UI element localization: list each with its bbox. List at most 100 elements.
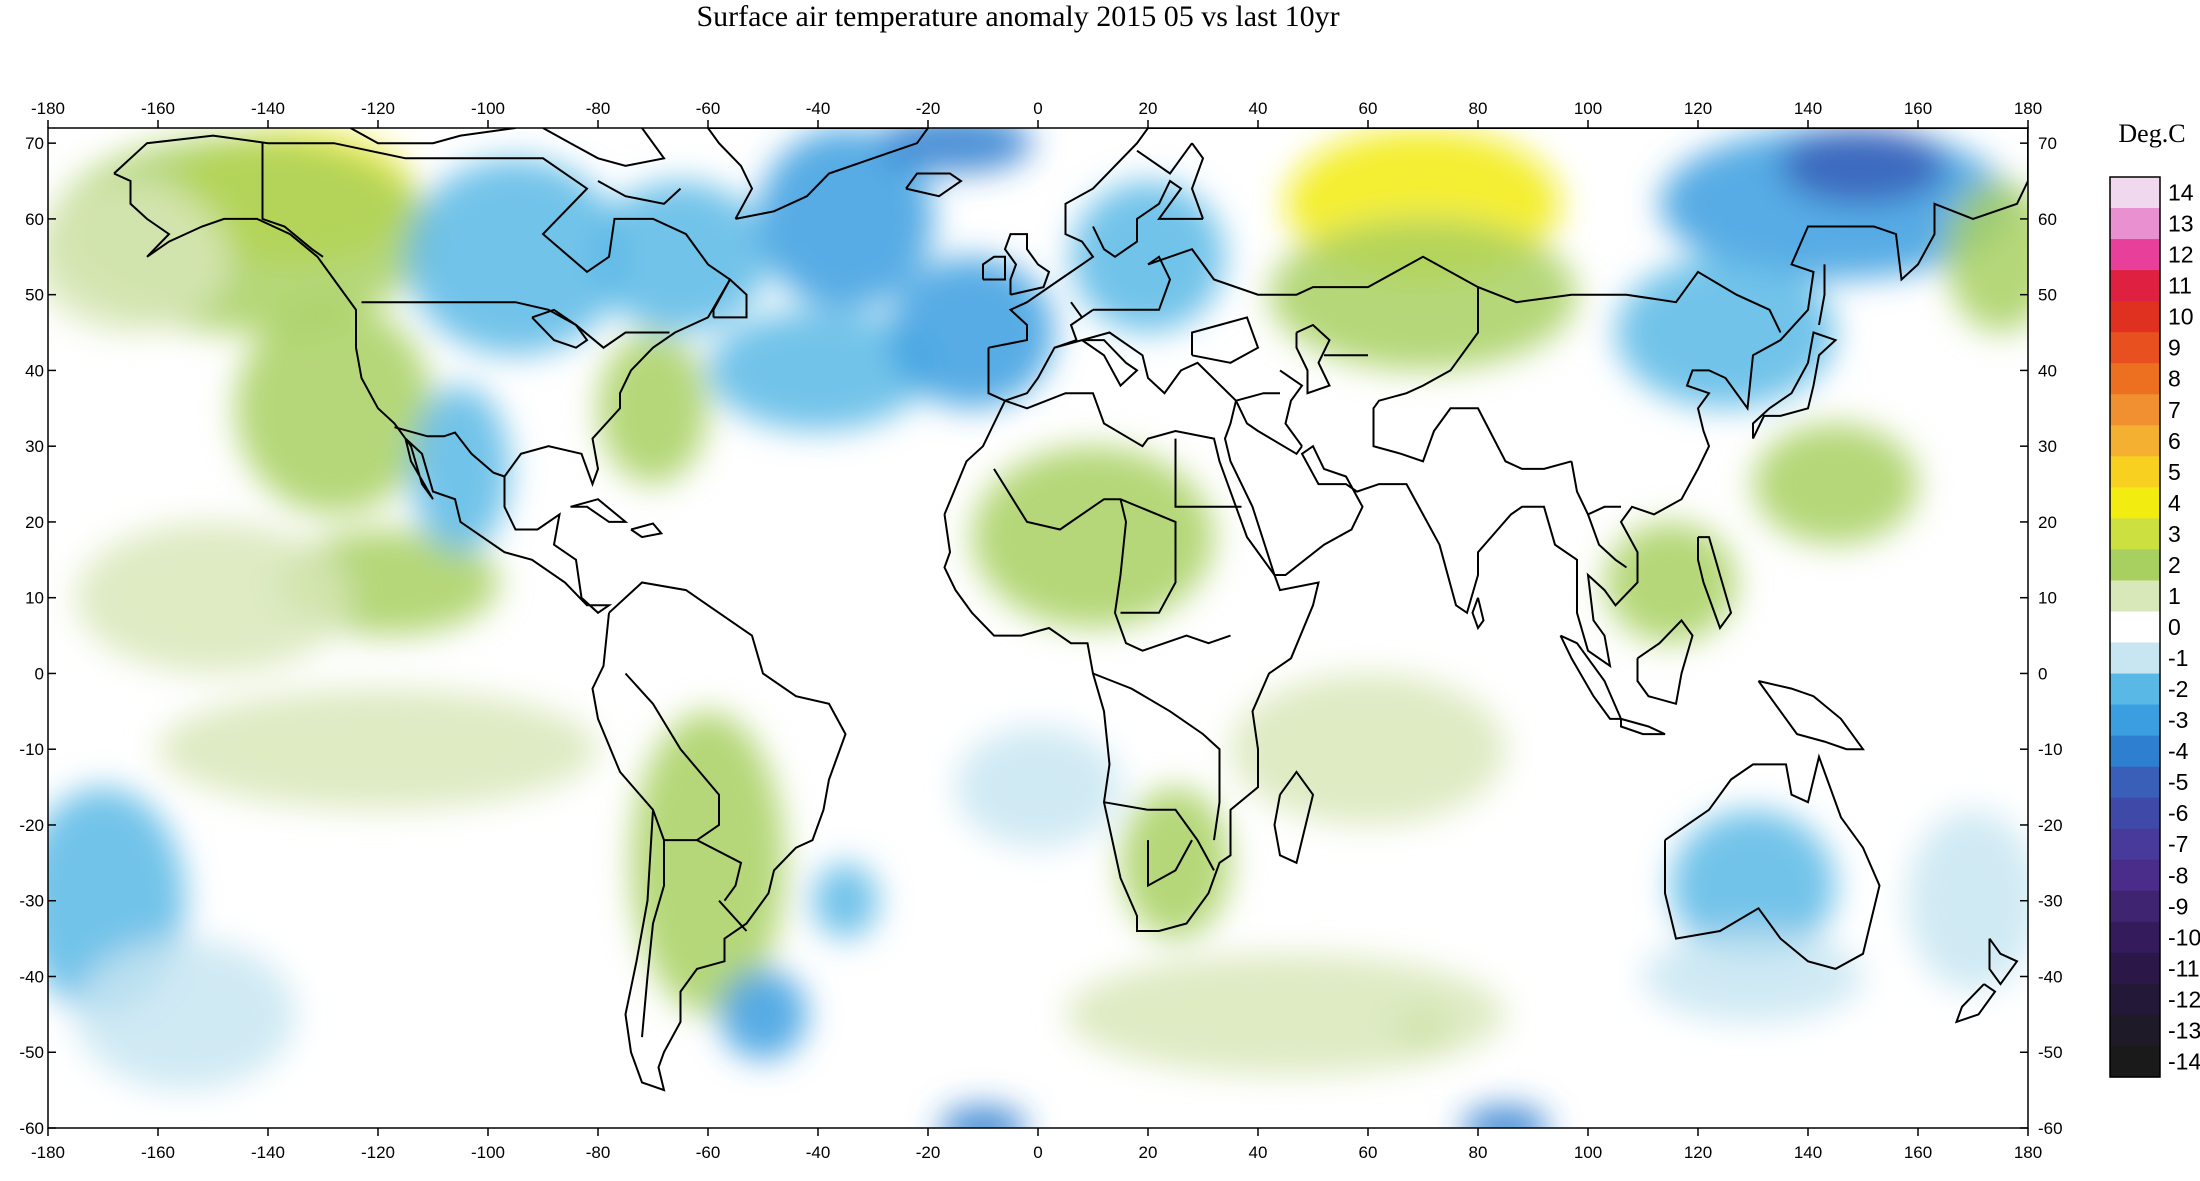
lon-tick-label-top: 40 bbox=[1249, 99, 1268, 118]
lon-tick-label-top: 80 bbox=[1469, 99, 1488, 118]
colorbar-swatch bbox=[2110, 735, 2160, 768]
lon-tick-label-bottom: 100 bbox=[1574, 1143, 1602, 1162]
coastline-segment bbox=[1471, 597, 1485, 631]
coastline-segment bbox=[1103, 801, 1215, 871]
colorbar-unit: Deg.C bbox=[2118, 119, 2185, 148]
lat-tick-label-right: -40 bbox=[2038, 967, 2063, 986]
colorbar-swatch bbox=[2110, 1014, 2160, 1047]
longitude-ticks-top: -180 -160 -140 -120 -100 -80 -60 -40 -20 0 20 40 60 8… bbox=[31, 99, 2042, 128]
anomaly-region bbox=[955, 726, 1121, 848]
coastline-segment bbox=[1147, 839, 1193, 888]
anomaly-region bbox=[75, 938, 296, 1091]
anomaly-field bbox=[48, 128, 2028, 1128]
anomaly-region bbox=[631, 711, 785, 1015]
colorbar-label: -14 bbox=[2168, 1048, 2200, 1074]
colorbar-swatch bbox=[2110, 332, 2160, 364]
coastline-segment bbox=[1235, 400, 1303, 456]
anomaly-region bbox=[1907, 809, 2028, 992]
lat-tick-label-right: 70 bbox=[2038, 134, 2057, 153]
coastline-segment bbox=[1279, 369, 1304, 447]
coastline-segment bbox=[361, 301, 670, 349]
colorbar-label: 4 bbox=[2168, 490, 2181, 516]
colorbar-label: -8 bbox=[2168, 862, 2188, 888]
coastline-segment bbox=[1235, 392, 1280, 402]
lat-tick-label-right: 60 bbox=[2038, 210, 2057, 229]
lat-tick-label-right: -30 bbox=[2038, 892, 2063, 911]
coastline-segment bbox=[1092, 672, 1221, 841]
anomaly-region bbox=[1615, 256, 1836, 409]
colorbar-label: 13 bbox=[2168, 211, 2194, 237]
latitude-ticks-left: 70 60 50 40 30 20 10 0 -10 -20 -30 -40 -50 -60 bbox=[19, 134, 56, 1138]
colorbar-swatch bbox=[2110, 611, 2160, 644]
coastline-segment bbox=[261, 143, 324, 258]
coastline-segment bbox=[982, 255, 1006, 281]
anomaly-region bbox=[972, 446, 1214, 628]
anomaly-region bbox=[1461, 1105, 1550, 1128]
colorbar-label: -13 bbox=[2168, 1017, 2200, 1043]
colorbar-swatch bbox=[2110, 828, 2160, 861]
lat-tick-label-left: -50 bbox=[19, 1043, 44, 1062]
lon-tick-label-bottom: -40 bbox=[806, 1143, 831, 1162]
colorbar-label: 6 bbox=[2168, 428, 2181, 454]
coastline-segment bbox=[1818, 264, 1826, 326]
colorbar-label: 2 bbox=[2168, 552, 2181, 578]
lon-tick-label-top: -140 bbox=[251, 99, 285, 118]
anomaly-region bbox=[1230, 673, 1506, 825]
lon-tick-label-top: -180 bbox=[31, 99, 65, 118]
colorbar-swatch bbox=[2110, 208, 2160, 240]
coastline-segment bbox=[1372, 287, 1572, 470]
anomaly-region bbox=[405, 158, 626, 356]
coastline-segment bbox=[394, 426, 505, 478]
lat-tick-label-left: 60 bbox=[25, 210, 44, 229]
colorbar-swatch bbox=[2110, 797, 2160, 830]
anomaly-region bbox=[1643, 931, 1863, 1022]
colorbar-label: -11 bbox=[2168, 955, 2200, 981]
map-area bbox=[47, 127, 2029, 1129]
colorbar-label: -5 bbox=[2168, 769, 2188, 795]
coastline-segment bbox=[1988, 938, 2019, 986]
lon-tick-label-bottom: -120 bbox=[361, 1143, 395, 1162]
lat-tick-label-left: -20 bbox=[19, 816, 44, 835]
coastline-segment bbox=[1093, 255, 1172, 311]
anomaly-region bbox=[708, 309, 928, 432]
coastline-segment bbox=[1190, 142, 1205, 220]
anomaly-region bbox=[812, 862, 879, 939]
anomaly-region bbox=[1670, 809, 1836, 962]
coastline-segment bbox=[905, 172, 963, 198]
lat-tick-label-left: -10 bbox=[19, 740, 44, 759]
lon-tick-label-top: 100 bbox=[1574, 99, 1602, 118]
lon-tick-label-top: 20 bbox=[1139, 99, 1158, 118]
colorbar-swatch bbox=[2110, 487, 2160, 519]
lat-tick-label-left: 40 bbox=[25, 361, 44, 380]
coastline-segment bbox=[531, 308, 589, 349]
anomaly-region bbox=[1945, 181, 2028, 333]
lat-tick-label-right: -50 bbox=[2038, 1043, 2063, 1062]
colorbar-label: 11 bbox=[2168, 273, 2192, 299]
lon-tick-label-bottom: -100 bbox=[471, 1143, 505, 1162]
chart-title: Surface air temperature anomaly 2015 05 … bbox=[696, 0, 1339, 33]
coastline-segment bbox=[1587, 514, 1628, 569]
lon-tick-label-bottom: 20 bbox=[1139, 1143, 1158, 1162]
colorbar-swatch bbox=[2110, 642, 2160, 675]
coastline-segment bbox=[1620, 717, 1666, 736]
colorbar-label: 1 bbox=[2168, 583, 2181, 609]
lat-tick-label-right: -20 bbox=[2038, 816, 2063, 835]
colorbar-swatch bbox=[2110, 549, 2160, 582]
colorbar: Deg.C 14131211109876543210-1-2-3-4-5-6-7… bbox=[2109, 119, 2200, 1078]
lon-tick-label-bottom: -180 bbox=[31, 1143, 65, 1162]
colorbar-label: -12 bbox=[2168, 986, 2200, 1012]
lon-tick-label-top: 180 bbox=[2014, 99, 2042, 118]
coastline-segment bbox=[1954, 983, 1997, 1024]
lon-tick-label-top: -160 bbox=[141, 99, 175, 118]
coastline-segment bbox=[1054, 316, 1083, 349]
colorbar-label: 14 bbox=[2168, 180, 2194, 206]
lat-tick-label-left: 30 bbox=[25, 437, 44, 456]
anomaly-region bbox=[1065, 953, 1506, 1075]
colorbar-swatch bbox=[2110, 921, 2160, 954]
colorbar-swatch bbox=[2110, 518, 2160, 551]
lat-tick-label-left: 70 bbox=[25, 134, 44, 153]
coastline-segment bbox=[1273, 770, 1315, 865]
lat-tick-label-left: -60 bbox=[19, 1119, 44, 1138]
colorbar-swatch bbox=[2110, 673, 2160, 706]
lon-tick-label-top: -60 bbox=[696, 99, 721, 118]
